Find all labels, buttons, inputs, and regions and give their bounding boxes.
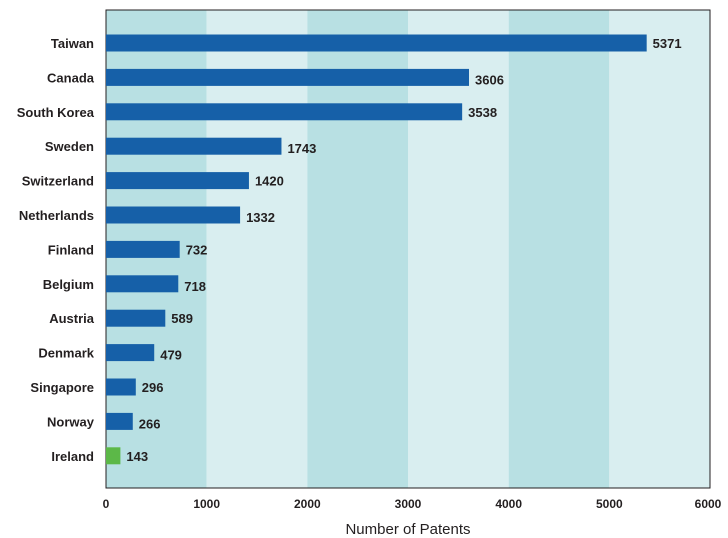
value-label: 5371 [653, 36, 682, 51]
background-band [307, 10, 408, 488]
value-label: 718 [184, 279, 206, 294]
background-band [508, 10, 610, 488]
bar [106, 240, 180, 258]
bar [106, 378, 136, 396]
value-label: 1332 [246, 210, 275, 225]
category-label: Switzerland [22, 174, 94, 189]
value-label: 479 [160, 348, 182, 363]
bar [106, 275, 179, 293]
x-tick-label: 5000 [596, 497, 623, 511]
value-labels: 5371 3606 3538 1743 1420 1332 732 718 589 479 296 2… [126, 36, 681, 464]
category-label: Finland [48, 242, 94, 257]
background-bands [106, 10, 710, 488]
bar [106, 103, 463, 121]
x-tick-label: 4000 [495, 497, 522, 511]
value-label: 3606 [475, 72, 504, 87]
category-labels: Taiwan Canada South Korea Sweden Switzerland… [17, 36, 95, 464]
category-label: Austria [49, 311, 95, 326]
x-tick-labels: 0 1000 2000 3000 4000 5000 6000 [103, 497, 722, 511]
value-label: 3538 [468, 105, 497, 120]
x-tick-label: 2000 [294, 497, 321, 511]
value-label: 732 [186, 242, 208, 257]
bar [106, 206, 241, 224]
category-label: Netherlands [19, 208, 94, 223]
bar [106, 309, 166, 327]
background-band [609, 10, 710, 488]
bar [106, 412, 133, 430]
bar [106, 172, 249, 190]
x-tick-label: 3000 [395, 497, 422, 511]
value-label: 296 [142, 380, 164, 395]
background-band [408, 10, 509, 488]
category-label: South Korea [17, 105, 95, 120]
x-tick-label: 0 [103, 497, 110, 511]
category-label: Canada [47, 70, 95, 85]
bar [106, 137, 282, 155]
value-label: 1743 [287, 141, 316, 156]
bar [106, 344, 155, 362]
background-band [206, 10, 308, 488]
category-label: Denmark [38, 346, 94, 361]
value-label: 266 [139, 416, 161, 431]
x-tick-label: 6000 [695, 497, 722, 511]
category-label: Norway [47, 414, 95, 429]
bar [106, 447, 121, 465]
x-axis-title: Number of Patents [345, 521, 470, 538]
x-tick-label: 1000 [193, 497, 220, 511]
value-label: 1420 [255, 174, 284, 189]
value-label: 143 [126, 449, 148, 464]
bar [106, 68, 470, 86]
bar [106, 34, 647, 52]
category-label: Ireland [51, 449, 94, 464]
category-label: Taiwan [51, 36, 94, 51]
category-label: Belgium [43, 277, 94, 292]
category-label: Sweden [45, 139, 94, 154]
bars [106, 34, 647, 465]
category-label: Singapore [30, 380, 94, 395]
value-label: 589 [171, 311, 193, 326]
